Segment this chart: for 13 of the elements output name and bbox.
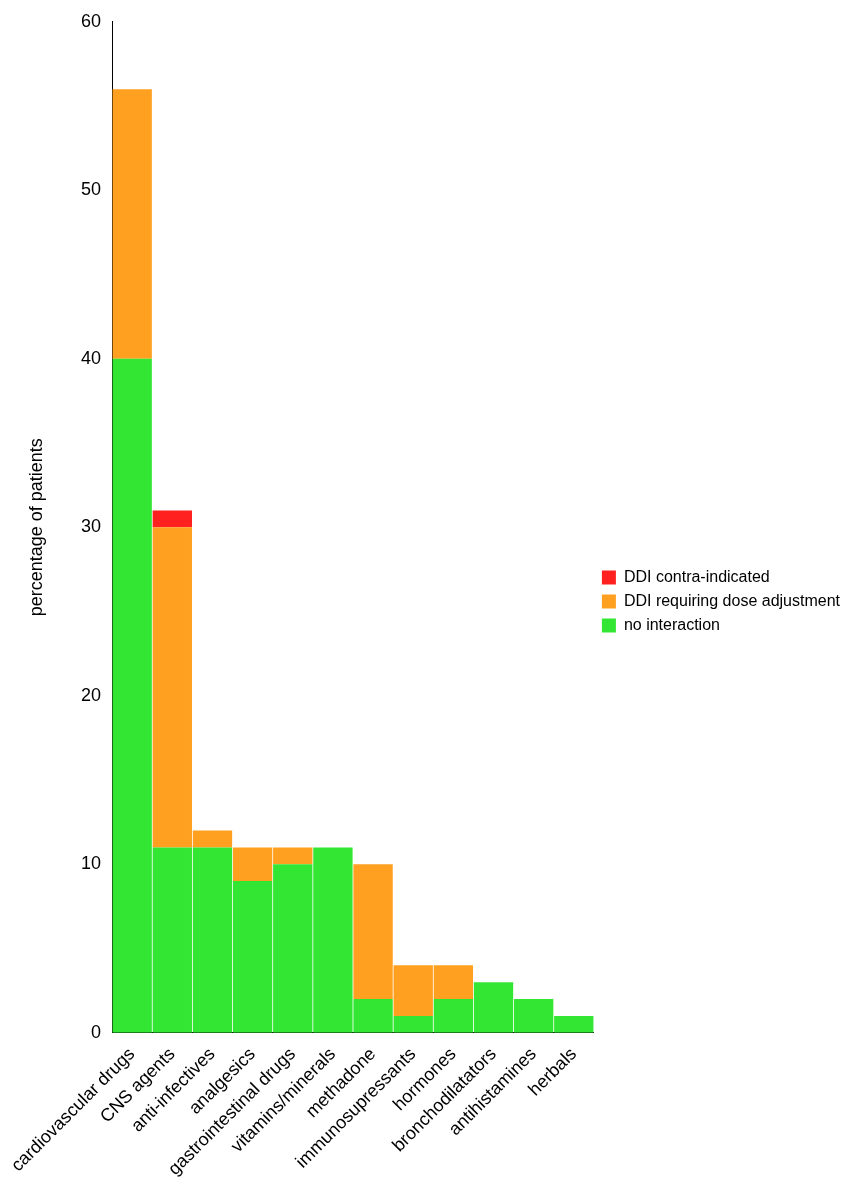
bar [112,89,152,359]
y-tick-label: 50 [81,179,102,200]
legend-label: no interaction [623,615,720,633]
y-axis-title: percentage of patients [26,438,47,617]
y-tick-label: 0 [91,1021,102,1042]
y-tick-label: 60 [81,10,102,31]
bar [152,510,192,528]
y-tick-label: 20 [81,684,102,705]
y-tick-label: 40 [81,347,102,368]
legend-label: DDI requiring dose adjustment [623,591,841,609]
legend-label: DDI contra-indicated [623,567,770,585]
y-tick-label: 10 [81,853,102,874]
y-tick-label: 30 [81,516,102,537]
